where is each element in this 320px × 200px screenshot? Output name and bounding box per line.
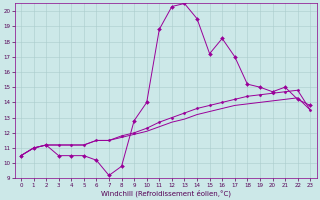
X-axis label: Windchill (Refroidissement éolien,°C): Windchill (Refroidissement éolien,°C) <box>100 189 231 197</box>
